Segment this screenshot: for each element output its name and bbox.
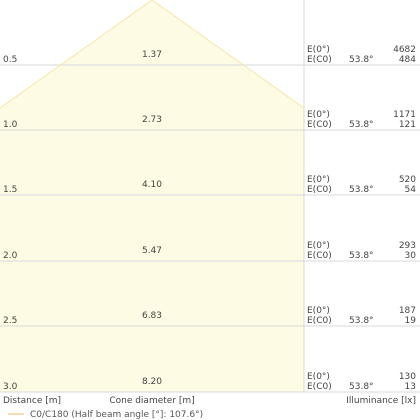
distance-tick-label: 1.0 bbox=[3, 120, 18, 130]
half-angle-label: 53.8° bbox=[349, 185, 374, 195]
x-axis-title: Distance [m] bbox=[3, 396, 61, 406]
ec0-label: E(C0) bbox=[307, 382, 332, 392]
cone-diameter-label: 5.47 bbox=[142, 246, 162, 256]
distance-tick-label: 2.5 bbox=[3, 316, 17, 326]
distance-tick-label: 2.0 bbox=[3, 251, 18, 261]
e0-label: E(0°) bbox=[307, 110, 330, 120]
ec0-label: E(C0) bbox=[307, 251, 332, 261]
illuminance-ec0-value: 121 bbox=[399, 120, 416, 130]
half-angle-label: 53.8° bbox=[349, 316, 374, 326]
cone-diameter-label: 4.10 bbox=[142, 180, 162, 190]
illuminance-e0-value: 130 bbox=[399, 372, 416, 382]
illuminance-e0-value: 520 bbox=[399, 175, 416, 185]
light-cone-area bbox=[0, 0, 304, 392]
cone-edge-left bbox=[0, 0, 153, 109]
illuminance-ec0-value: 30 bbox=[405, 251, 417, 261]
illuminance-ec0-value: 13 bbox=[405, 382, 416, 392]
ec0-label: E(C0) bbox=[307, 185, 332, 195]
distance-tick-label: 1.5 bbox=[3, 185, 17, 195]
cone-diameter-label: 6.83 bbox=[142, 311, 162, 321]
e0-label: E(0°) bbox=[307, 45, 330, 55]
e0-label: E(0°) bbox=[307, 175, 330, 185]
half-angle-label: 53.8° bbox=[349, 120, 374, 130]
legend-label: C0/C180 (Half beam angle [°]: 107.6°) bbox=[30, 410, 203, 420]
cone-diameter-label: 8.20 bbox=[142, 377, 162, 387]
cone-diameter-label: 2.73 bbox=[142, 115, 162, 125]
right-axis-title: Illuminance [lx] bbox=[346, 396, 416, 406]
e0-label: E(0°) bbox=[307, 372, 330, 382]
middle-axis-title: Cone diameter [m] bbox=[109, 396, 194, 406]
ec0-label: E(C0) bbox=[307, 120, 332, 130]
illuminance-e0-value: 293 bbox=[399, 241, 416, 251]
illuminance-ec0-value: 19 bbox=[405, 316, 417, 326]
distance-tick-label: 3.0 bbox=[3, 382, 18, 392]
illuminance-e0-value: 1171 bbox=[393, 110, 416, 120]
ec0-label: E(C0) bbox=[307, 316, 332, 326]
half-angle-label: 53.8° bbox=[349, 251, 374, 261]
ec0-label: E(C0) bbox=[307, 55, 332, 65]
distance-tick-label: 0.5 bbox=[3, 55, 17, 65]
illuminance-e0-value: 187 bbox=[399, 306, 416, 316]
half-angle-label: 53.8° bbox=[349, 382, 374, 392]
cone-edge-right bbox=[151, 0, 305, 109]
illuminance-ec0-value: 484 bbox=[399, 55, 416, 65]
half-angle-label: 53.8° bbox=[349, 55, 374, 65]
e0-label: E(0°) bbox=[307, 241, 330, 251]
illuminance-e0-value: 4682 bbox=[393, 45, 416, 55]
illuminance-ec0-value: 54 bbox=[405, 185, 417, 195]
e0-label: E(0°) bbox=[307, 306, 330, 316]
cone-diameter-label: 1.37 bbox=[142, 50, 162, 60]
